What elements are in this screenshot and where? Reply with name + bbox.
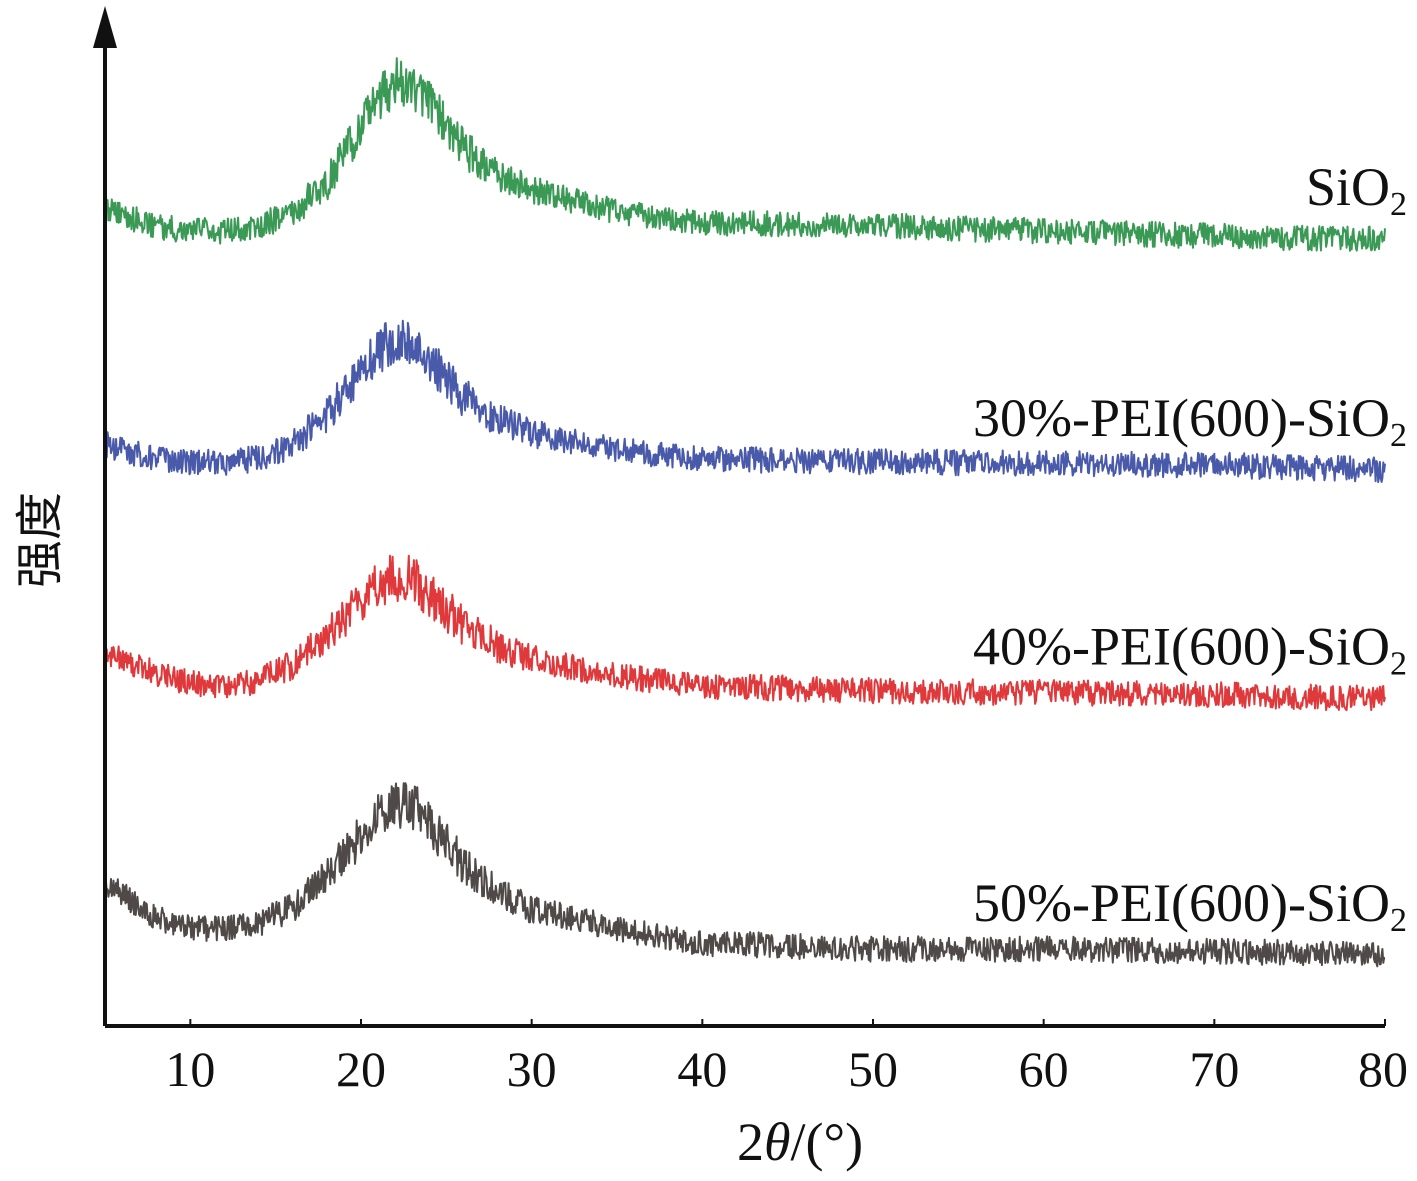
series-label-1: SiO2 [1306, 157, 1407, 223]
series-label-2: 30%-PEI(600)-SiO2 [973, 388, 1407, 454]
x-tick-label-50: 50 [848, 1041, 898, 1097]
x-tick-label-30: 30 [507, 1041, 557, 1097]
series-label-4: 50%-PEI(600)-SiO2 [973, 873, 1407, 939]
series-line-2 [104, 319, 1386, 484]
x-tick-label-20: 20 [336, 1041, 386, 1097]
x-axis-title: 2θ/(°) [737, 1112, 863, 1172]
series-line-1 [104, 57, 1386, 252]
y-axis-arrowhead [93, 6, 117, 48]
axes [93, 6, 1385, 1028]
x-tick-label-80: 80 [1358, 1041, 1408, 1097]
series-line-3 [104, 554, 1386, 712]
x-tick-label-40: 40 [677, 1041, 727, 1097]
y-axis-title: 强度 [12, 492, 68, 588]
x-ticks: 10 20 30 40 50 60 70 80 [165, 1019, 1408, 1097]
x-tick-label-60: 60 [1019, 1041, 1069, 1097]
series-labels: SiO2 30%-PEI(600)-SiO2 40%-PEI(600)-SiO2 50… [973, 157, 1407, 939]
series-line-4 [104, 782, 1386, 968]
series-label-3: 40%-PEI(600)-SiO2 [973, 617, 1407, 683]
x-tick-label-10: 10 [165, 1041, 215, 1097]
x-tick-label-70: 70 [1189, 1041, 1239, 1097]
series-curves [104, 57, 1386, 968]
